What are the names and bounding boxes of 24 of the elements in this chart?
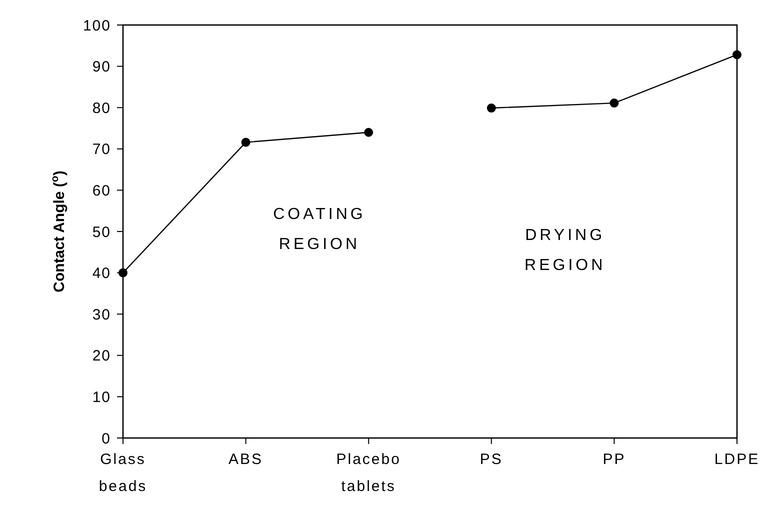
point xyxy=(486,104,496,113)
y-tick-label: 20 xyxy=(92,348,111,365)
point xyxy=(364,128,374,137)
point xyxy=(241,138,250,147)
y-tick-label: 70 xyxy=(92,141,111,158)
annotation: COATING REGION xyxy=(273,206,366,254)
y-tick-label: 0 xyxy=(102,430,111,448)
x-tick-label: Glass beads xyxy=(98,451,148,495)
x-tick-label: PS xyxy=(480,451,503,468)
point xyxy=(732,50,742,60)
y-tick-label: 40 xyxy=(92,265,111,282)
x-tick-label: Placebo tablets xyxy=(336,451,401,495)
x-tick-label: ABS xyxy=(228,451,264,468)
y-tick-label: 50 xyxy=(92,224,111,241)
y-tick-label: 80 xyxy=(92,100,111,117)
y-tick-label: 30 xyxy=(92,306,111,324)
point xyxy=(610,98,619,108)
y-tick-label: 10 xyxy=(92,388,111,406)
y-tick-label: 90 xyxy=(92,58,111,76)
annotation: DRYING REGION xyxy=(524,226,606,274)
x-tick-label: LDPE xyxy=(714,451,760,468)
x-tick-label: PP xyxy=(602,451,626,468)
y-tick-label: 100 xyxy=(82,17,111,34)
y-tick-label: 60 xyxy=(92,182,111,200)
